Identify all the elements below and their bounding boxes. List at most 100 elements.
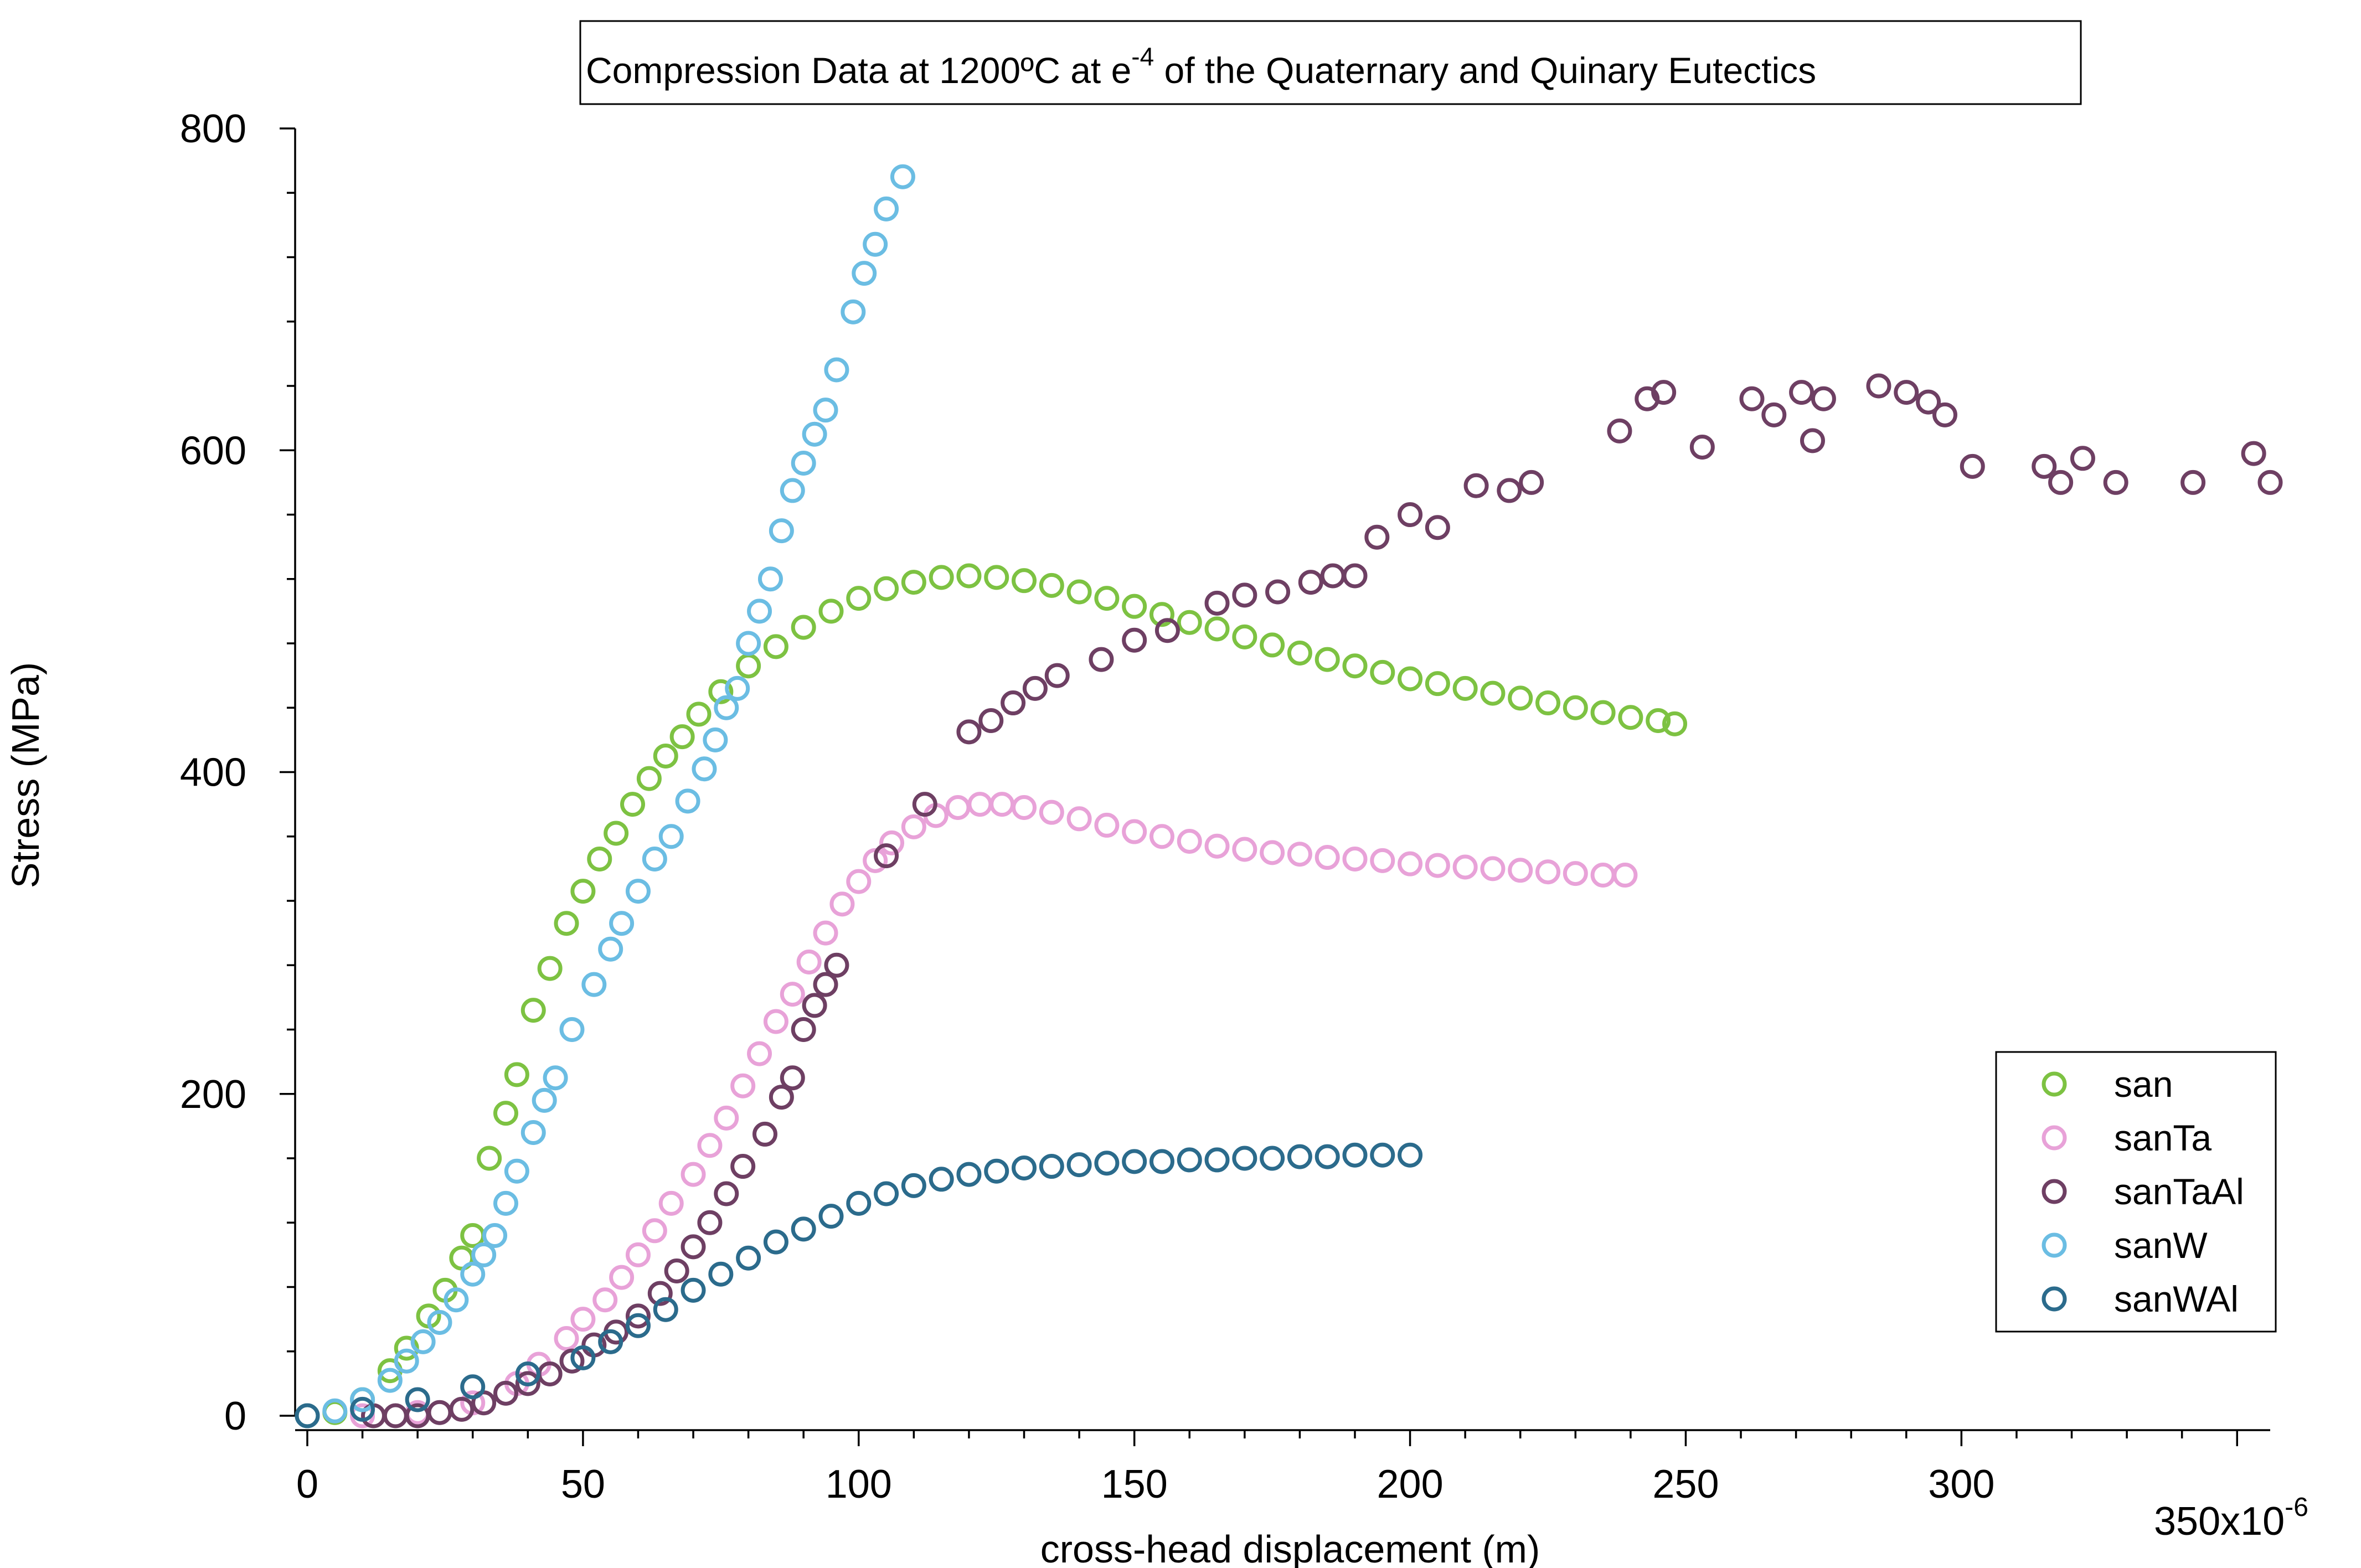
data-point <box>1094 812 1120 838</box>
data-point <box>813 920 838 946</box>
data-point <box>1287 640 1312 666</box>
data-point <box>874 576 899 601</box>
data-point <box>863 231 888 257</box>
x-tick-label: 50 <box>561 1462 605 1507</box>
data-point <box>846 869 872 894</box>
data-point <box>736 1245 761 1271</box>
data-point <box>1342 653 1368 679</box>
data-point <box>1066 579 1092 605</box>
x-axis-ticks: 0 50 100 150 200 250 300 <box>296 1430 2239 1507</box>
data-point <box>1646 708 1671 733</box>
series-sanWAl <box>295 1142 1423 1428</box>
data-point <box>350 1396 375 1422</box>
series-san <box>295 563 1688 1428</box>
data-point <box>559 1017 585 1042</box>
data-point <box>1149 824 1174 849</box>
data-points <box>295 164 2283 1428</box>
data-point <box>1508 858 1533 883</box>
data-point <box>1232 624 1257 649</box>
data-point <box>592 1287 618 1313</box>
data-point <box>1342 563 1368 589</box>
data-point <box>1232 582 1257 608</box>
data-point <box>1204 616 1230 642</box>
data-point <box>1508 685 1533 711</box>
data-point <box>1314 1144 1340 1169</box>
data-point <box>1012 795 1037 820</box>
data-point <box>625 879 651 904</box>
x-tick-label: 200 <box>1377 1462 1444 1507</box>
data-point <box>1398 851 1423 876</box>
data-point <box>956 563 982 589</box>
data-point <box>653 1297 678 1322</box>
data-point <box>1022 675 1048 701</box>
data-point <box>1094 1151 1120 1176</box>
legend-label: sanTaAl <box>2114 1171 2244 1212</box>
data-point <box>929 1167 954 1192</box>
data-point <box>625 1313 651 1338</box>
data-point <box>780 982 805 1007</box>
data-point <box>747 1041 772 1066</box>
data-point <box>609 1265 635 1290</box>
data-point <box>427 1400 452 1425</box>
y-tick-label: 600 <box>180 429 246 473</box>
data-point <box>780 1065 805 1091</box>
data-point <box>967 792 993 817</box>
data-point <box>841 299 866 324</box>
data-point <box>609 911 635 936</box>
data-point <box>1066 1152 1092 1178</box>
data-point <box>901 814 926 839</box>
data-point <box>824 357 849 383</box>
data-point <box>901 570 926 595</box>
data-point <box>846 1190 872 1216</box>
data-point <box>2241 441 2266 466</box>
data-point <box>1342 1142 1368 1168</box>
data-point <box>1398 666 1423 692</box>
data-point <box>482 1223 508 1248</box>
data-point <box>984 1158 1009 1184</box>
y-tick-label: 400 <box>180 751 246 795</box>
data-point <box>763 1009 788 1034</box>
data-point <box>1452 854 1478 880</box>
data-point <box>1044 663 1070 688</box>
data-point <box>570 879 596 904</box>
x-axis-label: cross-head displacement (m) <box>1040 1528 1540 1568</box>
data-point <box>1519 470 1544 495</box>
data-point <box>1122 819 1147 844</box>
data-point <box>1287 842 1312 867</box>
data-point <box>757 566 783 592</box>
data-point <box>686 702 712 727</box>
data-point <box>1260 1146 1285 1171</box>
data-point <box>1651 380 1677 405</box>
data-point <box>1789 380 1814 405</box>
data-point <box>1122 594 1147 619</box>
data-point <box>350 1387 375 1412</box>
data-point <box>818 599 844 624</box>
data-point <box>1094 586 1120 611</box>
data-point <box>1563 695 1588 720</box>
data-point <box>1039 1154 1064 1179</box>
data-point <box>394 1348 419 1374</box>
data-point <box>791 1017 816 1042</box>
data-point <box>537 956 563 981</box>
y-tick-label: 200 <box>180 1072 246 1117</box>
data-point <box>598 1329 623 1354</box>
data-point <box>570 1345 596 1370</box>
data-point <box>1314 845 1340 870</box>
legend-marker <box>2042 1232 2067 1258</box>
data-point <box>532 1087 557 1113</box>
data-point <box>874 196 899 221</box>
data-point <box>2257 470 2283 495</box>
data-point <box>2032 453 2057 479</box>
data-point <box>813 972 838 997</box>
data-point <box>1370 848 1395 873</box>
legend-marker <box>2042 1179 2067 1204</box>
data-point <box>818 1204 844 1229</box>
data-point <box>879 830 905 855</box>
data-point <box>708 1261 734 1287</box>
data-point <box>681 1277 706 1303</box>
data-point <box>581 972 607 997</box>
legend-label: sanWAl <box>2114 1278 2239 1319</box>
data-point <box>752 1121 778 1147</box>
data-point <box>736 631 761 656</box>
x-tick-label: 300 <box>1928 1462 1994 1507</box>
